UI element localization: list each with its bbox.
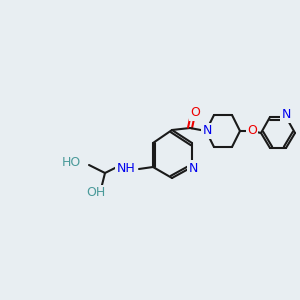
Text: N: N bbox=[281, 109, 291, 122]
Text: N: N bbox=[188, 161, 198, 175]
Text: NH: NH bbox=[116, 163, 135, 176]
Text: O: O bbox=[190, 106, 200, 119]
Text: O: O bbox=[247, 124, 257, 137]
Text: OH: OH bbox=[86, 187, 106, 200]
Text: N: N bbox=[202, 124, 212, 137]
Text: HO: HO bbox=[62, 157, 81, 169]
